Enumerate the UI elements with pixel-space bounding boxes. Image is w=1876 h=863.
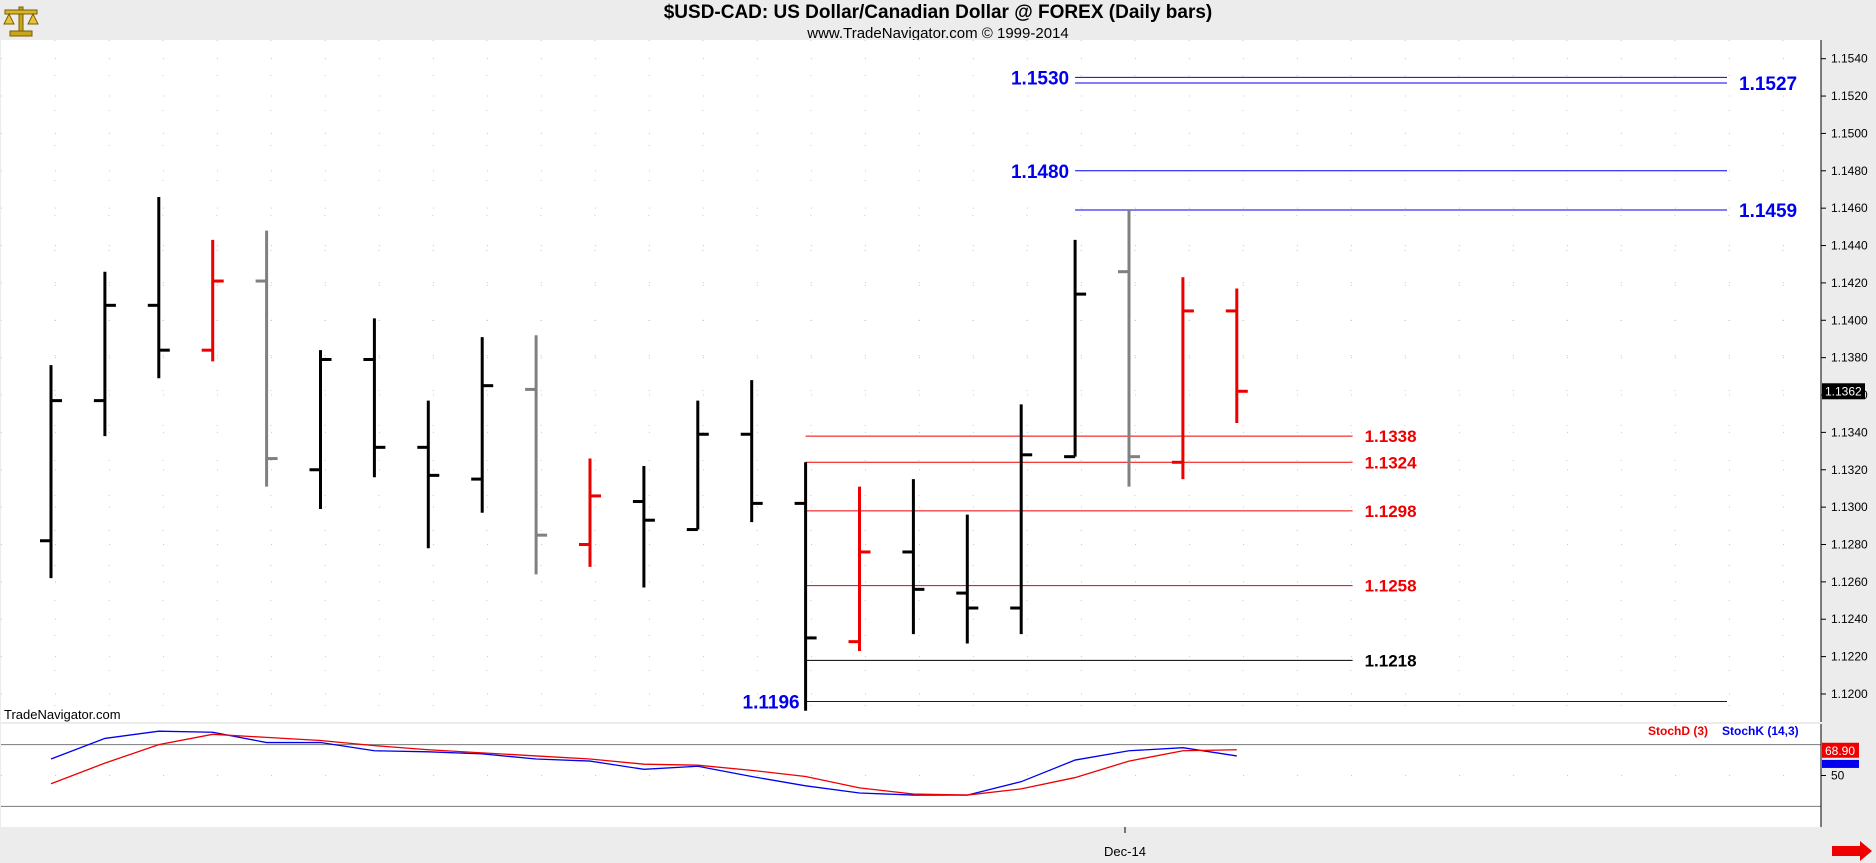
level-label-1.1338: 1.1338 — [1365, 427, 1417, 446]
level-label-1.1298: 1.1298 — [1365, 502, 1417, 521]
price-tick-label: 1.1400 — [1831, 313, 1868, 327]
ohlc-bar — [417, 400, 440, 549]
last-price-box — [1822, 383, 1865, 400]
price-tick-label: 1.1540 — [1831, 52, 1868, 66]
stochastic-tick-label: 50 — [1831, 769, 1845, 783]
last-price-label: 1.1362 — [1825, 384, 1862, 398]
level-label-1.1530: 1.1530 — [1011, 68, 1069, 89]
ohlc-bar — [1010, 404, 1033, 635]
ohlc-bar — [93, 271, 116, 437]
legend-stoch-k: StochK (14,3) — [1722, 724, 1799, 738]
ohlc-bar — [956, 514, 979, 644]
ohlc-bar — [471, 337, 494, 513]
level-label-1.1459: 1.1459 — [1739, 201, 1797, 222]
scroll-right-arrow-icon[interactable] — [1832, 841, 1872, 861]
ohlc-bar — [794, 462, 817, 711]
ohlc-bar — [147, 196, 170, 379]
level-label-1.1324: 1.1324 — [1365, 453, 1418, 472]
price-tick-label: 1.1480 — [1831, 164, 1868, 178]
chart-title: $USD-CAD: US Dollar/Canadian Dollar @ FO… — [663, 2, 1213, 23]
stochastic-k-value-box — [1822, 759, 1859, 768]
price-tick-label: 1.1220 — [1831, 650, 1868, 664]
ohlc-bar — [848, 486, 871, 651]
price-tick-label: 1.1500 — [1831, 126, 1868, 140]
ohlc-bar — [363, 318, 386, 478]
stochastic-line-k — [50, 730, 1237, 796]
ohlc-bar — [40, 365, 62, 579]
price-tick-label: 1.1300 — [1831, 500, 1868, 514]
ohlc-bar — [1118, 210, 1140, 487]
price-tick-label: 1.1340 — [1831, 425, 1868, 439]
level-label-1.1480: 1.1480 — [1011, 162, 1069, 183]
price-panel[interactable] — [1, 40, 1821, 722]
level-label-1.1527: 1.1527 — [1739, 74, 1797, 95]
price-tick-label: 1.1440 — [1831, 239, 1868, 253]
price-tick-label: 1.1260 — [1831, 575, 1868, 589]
ohlc-bar — [1064, 239, 1087, 459]
ohlc-bar — [525, 335, 548, 575]
watermark: TradeNavigator.com — [4, 707, 121, 722]
ohlc-bar — [902, 479, 925, 635]
stochastic-value-label: 68.90 — [1825, 744, 1855, 758]
stochastic-line-d — [50, 733, 1237, 796]
price-tick-label: 1.1240 — [1831, 612, 1868, 626]
legend-stoch-d: StochD (3) — [1648, 724, 1708, 738]
ohlc-bar — [579, 458, 601, 567]
ohlc-bar — [1171, 277, 1194, 480]
price-tick-label: 1.1460 — [1831, 201, 1868, 215]
ohlc-bar — [632, 466, 655, 588]
stochastic-panel[interactable] — [1, 724, 1821, 827]
logo-icon[interactable] — [2, 2, 40, 38]
price-tick-label: 1.1420 — [1831, 276, 1868, 290]
ohlc-bar — [740, 380, 763, 523]
ohlc-bar — [309, 350, 332, 509]
ohlc-bar — [1225, 288, 1248, 424]
level-label-1.1196: 1.1196 — [743, 692, 800, 713]
price-tick-label: 1.1520 — [1831, 89, 1868, 103]
chart-subtitle: www.TradeNavigator.com © 1999-2014 — [807, 25, 1069, 42]
price-tick-label: 1.1280 — [1831, 537, 1868, 551]
stochastic-d-value-box — [1822, 742, 1859, 758]
ohlc-bar — [686, 400, 709, 532]
level-label-1.1218: 1.1218 — [1365, 651, 1417, 670]
ohlc-bar — [255, 230, 278, 487]
ohlc-bar — [201, 239, 224, 362]
price-tick-label: 1.1200 — [1831, 687, 1868, 701]
level-label-1.1258: 1.1258 — [1365, 577, 1417, 596]
price-tick-label: 1.1380 — [1831, 351, 1868, 365]
price-tick-label: 1.1320 — [1831, 463, 1868, 477]
x-axis-month-label: Dec-14 — [1104, 844, 1146, 859]
